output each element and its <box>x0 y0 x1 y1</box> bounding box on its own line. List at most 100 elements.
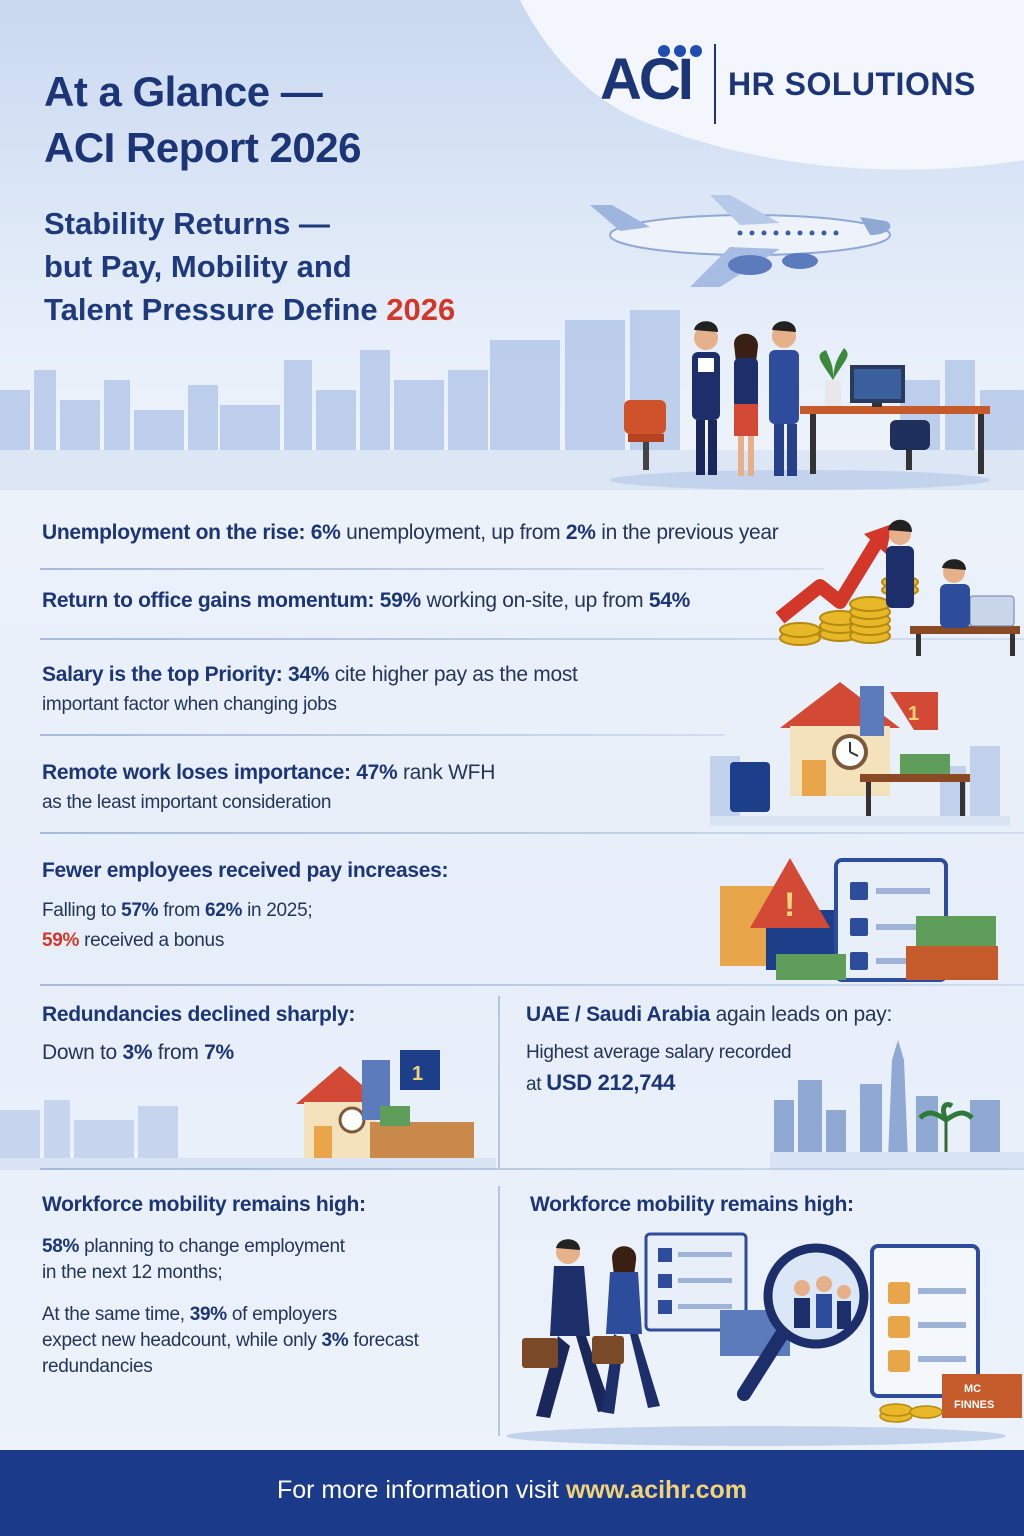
stat-pay-text-b: from <box>158 900 205 921</box>
stat-remote-text: rank WFH <box>397 761 496 784</box>
stat-pay-text-c: in 2025; <box>242 900 313 921</box>
title-block: At a Glance — ACI Report 2026 Stability … <box>44 64 564 331</box>
stat-uae-heading: UAE / Saudi Arabia again leads on pay: <box>526 1000 892 1030</box>
airplane-icon <box>590 195 891 287</box>
stat-unemployment-text: unemployment, up from <box>340 521 566 544</box>
stat-pay-value: 57% <box>121 900 159 921</box>
stat-salary-value: 34% <box>288 663 330 686</box>
stat-mobility: Workforce mobility remains high: 58% pla… <box>42 1190 419 1380</box>
stat-remote-heading: Remote work loses importance: <box>42 761 351 784</box>
stat-unemployment-value: 6% <box>310 521 341 544</box>
stat-office-prev: 54% <box>648 589 691 612</box>
stat-uae-value: USD 212,744 <box>546 1070 676 1095</box>
stat-office-value: 59% <box>379 589 421 612</box>
vertical-divider <box>498 1186 500 1436</box>
subtitle-line3-text: Talent Pressure Define <box>44 292 387 327</box>
stat-office: Return to office gains momentum: 59% wor… <box>42 586 690 616</box>
subtitle-year: 2026 <box>386 292 456 327</box>
stat-uae-country-a: UAE <box>526 1003 570 1026</box>
office-team-illustration <box>610 321 990 490</box>
stat-pay-line3: 59% received a bonus <box>42 926 448 956</box>
subtitle-line2: but Pay, Mobility and <box>44 249 352 284</box>
stat-pay: Fewer employees received pay increases: … <box>42 856 449 956</box>
stat-salary-text: cite higher pay as the most <box>329 663 578 686</box>
footer-website-link[interactable]: www.acihr.com <box>565 1476 748 1504</box>
divider <box>40 1168 1024 1170</box>
stat-uae-line3: at USD 212,744 <box>526 1068 892 1100</box>
divider <box>40 638 1024 640</box>
city-skyline <box>0 310 1024 490</box>
logo-separator <box>714 44 716 124</box>
stat-mobility-right: Workforce mobility remains high: <box>530 1190 854 1220</box>
stat-pay-line2: Falling to 57% from 62% in 2025; <box>42 896 448 926</box>
house-badge-label: 1 <box>908 703 919 725</box>
divider <box>40 734 724 736</box>
stat-salary-heading: Salary is the top Priority: <box>42 663 283 686</box>
redundancies-house-illustration: 1 <box>0 1050 496 1170</box>
subtitle-line1: Stability Returns — <box>44 206 330 241</box>
warning-checklist-illustration: ! <box>720 858 998 982</box>
stat-pay-text-a: Falling to <box>42 900 122 921</box>
stat-mobility-text-a: At the same time, <box>42 1304 190 1325</box>
stat-mobility-line5: redundancies <box>42 1356 153 1377</box>
footer: For more information visit www.acihr.com <box>0 1450 1024 1536</box>
hero-wave <box>520 0 1024 170</box>
stat-bonus-value: 59% <box>42 930 80 951</box>
stat-unemployment-tail: in the previous year <box>595 521 779 544</box>
stat-uae-line2: Highest average salary recorded <box>526 1042 792 1063</box>
stat-mobility-text-d: forecast <box>348 1330 419 1351</box>
stat-uae: UAE / Saudi Arabia again leads on pay: H… <box>526 1000 892 1100</box>
stat-redundancies-prev: 7% <box>204 1041 234 1064</box>
svg-text:!: ! <box>784 886 795 924</box>
subtitle-line3: Talent Pressure Define 2026 <box>44 288 564 331</box>
uae-skyline-illustration <box>770 1040 1024 1170</box>
stat-office-text: working on-site, up from <box>420 589 649 612</box>
svg-text:FINNES: FINNES <box>954 1399 994 1411</box>
house-illustration: 1 <box>710 682 1010 826</box>
vertical-divider <box>498 996 500 1168</box>
stat-bonus-text: received a bonus <box>79 930 225 951</box>
logo-mark: ACI <box>600 47 694 112</box>
hero-section: At a Glance — ACI Report 2026 Stability … <box>0 0 1024 490</box>
logo-text: HR SOLUTIONS <box>728 66 976 102</box>
stat-redundancies-line2: Down to 3% from 7% <box>42 1038 355 1068</box>
divider <box>40 984 1024 986</box>
mobility-search-illustration: MC FINNES <box>506 1232 1022 1446</box>
stat-redundancies-heading: Redundancies declined sharply: <box>42 1003 356 1026</box>
stat-salary: Salary is the top Priority: 34% cite hig… <box>42 660 578 720</box>
divider <box>40 832 1024 834</box>
stat-mobility-line1: 58% planning to change employment <box>42 1234 419 1260</box>
stat-pay-heading: Fewer employees received pay increases: <box>42 859 449 882</box>
growth-coins-illustration <box>775 519 1020 656</box>
stat-office-heading: Return to office gains momentum: <box>42 589 375 612</box>
footer-text: For more information visit www.acihr.com <box>0 1476 1024 1505</box>
stat-mobility-text-b: of employers <box>226 1304 338 1325</box>
stat-mobility-text-c: expect new headcount, while only <box>42 1330 322 1351</box>
stat-remote-line2: as the least important consideration <box>42 792 332 813</box>
stat-remote-value: 47% <box>356 761 398 784</box>
stat-redundancy-forecast-value: 3% <box>321 1330 349 1351</box>
aci-logo: ACI HR SOLUTIONS <box>600 40 1000 124</box>
page-subtitle: Stability Returns — but Pay, Mobility an… <box>44 202 564 331</box>
stat-pay-prev: 62% <box>204 900 243 921</box>
stat-hiring-value: 39% <box>189 1304 227 1325</box>
stat-uae-country-b: Saudi Arabia <box>586 1003 711 1026</box>
logo-dots-icon <box>658 44 706 62</box>
stat-redundancies-text-b: from <box>152 1041 205 1064</box>
footer-label: For more information visit <box>276 1476 566 1504</box>
stat-uae-tail: again leads on pay: <box>710 1003 893 1026</box>
stat-uae-sep: / <box>569 1003 587 1026</box>
stat-unemployment-prev: 2% <box>565 521 596 544</box>
stat-mobility-text: planning to change employment <box>79 1236 345 1257</box>
page-title-line2: ACI Report 2026 <box>44 124 361 171</box>
page-title-line1: At a Glance — <box>44 68 323 115</box>
stat-mobility-right-heading: Workforce mobility remains high: <box>530 1193 854 1216</box>
stat-remote: Remote work loses importance: 47% rank W… <box>42 758 495 818</box>
stat-mobility-value: 58% <box>42 1236 80 1257</box>
stat-unemployment-heading: Unemployment on the rise: <box>42 521 306 544</box>
stat-mobility-line2: in the next 12 months; <box>42 1262 223 1283</box>
svg-text:MC: MC <box>964 1383 981 1395</box>
divider <box>40 568 824 570</box>
stat-mobility-heading: Workforce mobility remains high: <box>42 1193 366 1216</box>
